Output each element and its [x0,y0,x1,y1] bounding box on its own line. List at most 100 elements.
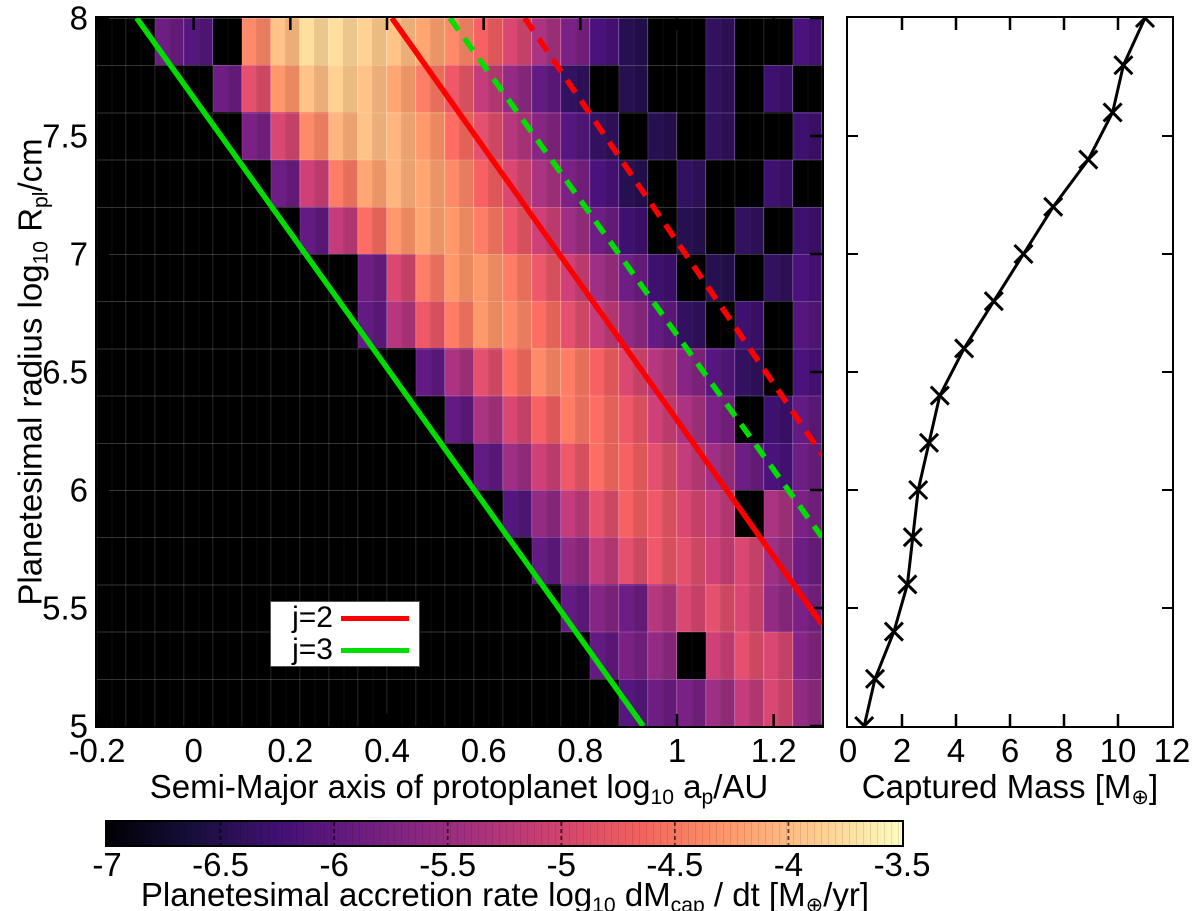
heatmap-cell [561,584,590,632]
label-text: dM [615,876,671,911]
heatmap-cell [213,678,242,726]
subscript-text: 10 [29,240,53,265]
captured-mass-x-tick-label: 4 [946,732,966,769]
heatmap-cell [735,254,764,302]
heatmap-cell [184,631,213,679]
heatmap-cell [735,584,764,632]
heatmap-cell [532,18,561,66]
heatmap-cell [184,348,213,396]
heatmap-cell [271,537,300,585]
heatmap-cell [184,206,213,254]
heatmap-cell [358,537,387,585]
heatmap-cell [445,159,474,207]
heatmap-cell [735,301,764,349]
heatmap-cell [677,159,706,207]
heatmap-cell [619,395,648,443]
heatmap-cell [764,206,793,254]
heatmap-x-tick-label: 0 [184,732,203,769]
heatmap-cell [619,537,648,585]
heatmap-cell [126,65,155,113]
heatmap-cell [561,18,590,66]
heatmap-cell [764,395,793,443]
heatmap-cell [213,159,242,207]
heatmap-cell [155,206,184,254]
legend-item-j2: j=2 [271,603,419,633]
heatmap-cell [793,631,822,679]
heatmap-cell [561,442,590,490]
heatmap-cell [474,442,503,490]
heatmap-cell [416,490,445,538]
colorbar-tick-label: -3.5 [873,846,931,883]
heatmap-cell [619,112,648,160]
heatmap-cell [329,537,358,585]
heatmap-cell [329,112,358,160]
heatmap-cell [387,442,416,490]
heatmap-cell [97,537,126,585]
heatmap-x-tick-label: 0.8 [557,732,604,769]
heatmap-cell [97,442,126,490]
heatmap-cell [126,490,155,538]
heatmap-cell [213,348,242,396]
heatmap-cell [706,584,735,632]
heatmap-cell [329,18,358,66]
heatmap-cell [706,112,735,160]
colorbar [105,820,904,847]
heatmap-cell [648,490,677,538]
heatmap-cell [503,678,532,726]
heatmap-cell [619,65,648,113]
heatmap-cell [445,537,474,585]
heatmap-cell [271,65,300,113]
heatmap-cell [532,301,561,349]
heatmap-cell [445,254,474,302]
heatmap-cell [619,206,648,254]
heatmap-cell [329,206,358,254]
heatmap-cell [242,395,271,443]
heatmap-y-tick-label: 7.5 [42,117,88,155]
heatmap-cell [474,301,503,349]
heatmap-cell [677,631,706,679]
heatmap-cell [590,395,619,443]
heatmap-cell [677,678,706,726]
label-text: Planetesimal radius log [11,264,49,606]
j3-dashed-line [447,18,822,539]
heatmap-cell [474,254,503,302]
heatmap-cell [648,112,677,160]
heatmap-cell [358,442,387,490]
heatmap-cell [648,159,677,207]
heatmap-cell [648,584,677,632]
heatmap-cell [561,395,590,443]
heatmap-cell [300,159,329,207]
heatmap-cell [300,301,329,349]
heatmap-cell [648,301,677,349]
heatmap-cell [735,490,764,538]
heatmap-cell [677,301,706,349]
heatmap-cell [271,301,300,349]
heatmap-cell [416,254,445,302]
heatmap-cell [474,631,503,679]
heatmap-cell [242,65,271,113]
heatmap-cell [416,442,445,490]
heatmap-y-tick-label: 8 [69,0,88,37]
captured-mass-polyline [862,18,1147,726]
heatmap-cell [155,537,184,585]
heatmap-cell [387,678,416,726]
heatmap-cell [358,490,387,538]
heatmap-cell [184,584,213,632]
heatmap-cell [271,348,300,396]
heatmap-x-tick-label: 1 [667,732,687,769]
heatmap-cell [474,678,503,726]
heatmap-cell [561,301,590,349]
captured-mass-x-tick-label: 2 [892,732,912,769]
heatmap-cell [329,442,358,490]
heatmap-cell [126,159,155,207]
heatmap-cell [271,442,300,490]
heatmap-cell [242,348,271,396]
heatmap-cell [793,254,822,302]
heatmap-cell [358,254,387,302]
legend-line-j2 [341,615,409,621]
colorbar-tick-label: -7 [92,846,122,883]
label-text: Planetesimal accretion rate log [140,876,593,911]
subscript-text: ⊕ [1131,785,1150,809]
heatmap-cell [561,112,590,160]
x-marker [1102,102,1123,123]
